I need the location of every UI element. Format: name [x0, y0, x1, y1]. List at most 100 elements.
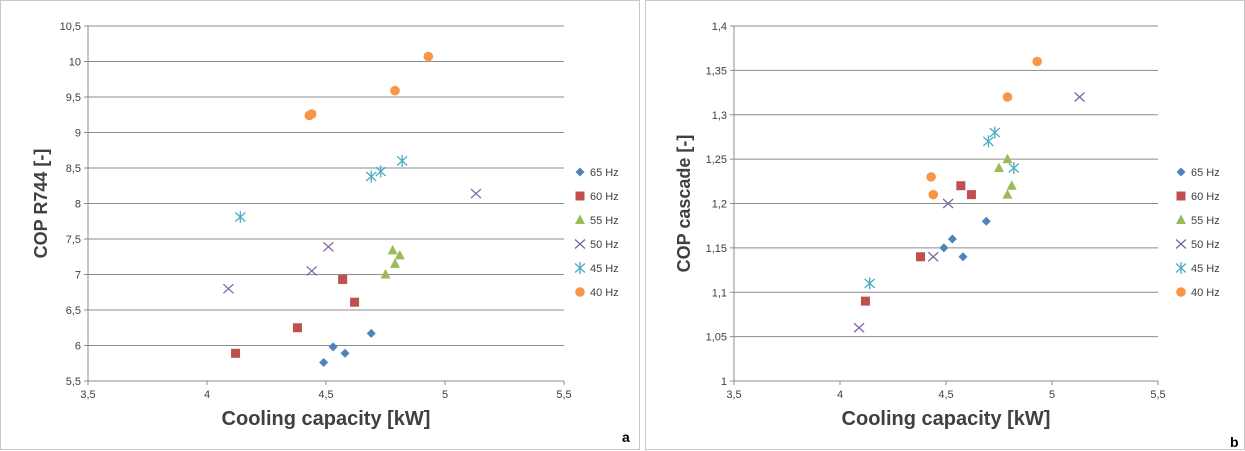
- data-point: [350, 297, 360, 307]
- data-point: [387, 244, 398, 255]
- y-tick-label: 1,15: [706, 243, 727, 255]
- x-tick-label: 4,5: [318, 389, 333, 401]
- y-tick-label: 10: [69, 57, 81, 69]
- y-tick-label: 6,5: [66, 305, 81, 317]
- data-point: [926, 172, 936, 182]
- data-point: [390, 85, 400, 96]
- y-tick-label: 9: [75, 128, 81, 140]
- legend-label: 50 Hz: [590, 239, 619, 251]
- scatter-chart-a: 5,5 6 6,5 7 7,5 8 8,5 9 9,5 10 10,5 3,5 4 4,5 5 5,5 Cool…: [31, 21, 630, 445]
- data-point: [994, 162, 1004, 172]
- legend-label: 65 Hz: [590, 167, 619, 179]
- data-point: [989, 126, 1001, 139]
- plot-group: 5,5 6 6,5 7 7,5 8 8,5 9 9,5 10 10,5 3,5 4 4,5 5 5,5 Cool…: [31, 21, 630, 445]
- x-tick-label: 5: [442, 389, 448, 401]
- data-point: [306, 109, 317, 119]
- y-tick-label: 9,5: [66, 92, 81, 104]
- x-tick-label: 5,5: [556, 389, 571, 401]
- y-tick-label: 5,5: [66, 376, 81, 388]
- legend-label: 55 Hz: [1191, 215, 1220, 227]
- x-tick-label: 5: [1049, 389, 1055, 401]
- legend-label: 50 Hz: [1191, 239, 1220, 251]
- legend-marker: [1176, 167, 1186, 177]
- y-tick-label: 1,25: [706, 154, 727, 166]
- y-tick-label: 1,05: [706, 332, 727, 344]
- data-point: [394, 249, 405, 260]
- data-point: [231, 348, 241, 358]
- legend-marker: [1176, 214, 1186, 224]
- data-point: [966, 190, 976, 200]
- x-tick-label: 4,5: [938, 389, 953, 401]
- y-tick-label: 8,5: [66, 163, 81, 175]
- y-tick-label: 1,1: [712, 287, 727, 299]
- data-point: [927, 251, 939, 262]
- legend-marker: [1176, 287, 1186, 297]
- data-point: [939, 243, 949, 253]
- legend-marker: [575, 191, 585, 201]
- scatter-chart-b: 1 1,05 1,1 1,15 1,2 1,25 1,3 1,35 1,4 3,5 4 4,5 5 5,5…: [674, 21, 1239, 450]
- y-axis-title: COP cascade [-]: [674, 135, 694, 273]
- data-point: [338, 274, 348, 284]
- y-tick-label: 1: [721, 376, 727, 388]
- data-point: [234, 210, 246, 223]
- x-axis-title: Cooling capacity [kW]: [842, 408, 1051, 430]
- legend-marker: [574, 239, 586, 249]
- legend-marker: [575, 167, 585, 177]
- y-tick-label: 6: [75, 341, 81, 353]
- y-tick-label: 7,5: [66, 234, 81, 246]
- legend-marker: [575, 214, 585, 224]
- y-tick-label: 8: [75, 199, 81, 211]
- data-point: [366, 328, 376, 338]
- y-tick-label: 7: [75, 270, 81, 282]
- x-tick-label: 3,5: [726, 389, 741, 401]
- x-axis-title: Cooling capacity [kW]: [222, 408, 431, 430]
- legend-label: 60 Hz: [1191, 191, 1220, 203]
- data-point: [375, 165, 387, 178]
- data-point: [1002, 153, 1013, 164]
- legend-label: 60 Hz: [590, 191, 619, 203]
- data-point: [1002, 92, 1013, 102]
- data-point: [1032, 56, 1042, 67]
- data-point: [947, 234, 957, 244]
- data-point: [1002, 189, 1013, 199]
- y-tick-label: 1,3: [712, 110, 727, 122]
- legend-marker: [575, 287, 585, 297]
- data-point: [1008, 162, 1020, 174]
- data-point: [423, 51, 434, 62]
- legend-label: 65 Hz: [1191, 167, 1220, 179]
- x-tick-label: 3,5: [80, 389, 95, 401]
- data-point: [396, 154, 408, 167]
- x-tick-label: 4: [837, 389, 843, 401]
- x-tick-label: 5,5: [1150, 389, 1165, 401]
- legend-marker: [1175, 239, 1187, 249]
- legend-label: 55 Hz: [590, 215, 619, 227]
- y-tick-label: 1,4: [712, 21, 727, 33]
- legend-marker: [574, 262, 586, 274]
- data-point: [365, 170, 377, 183]
- data-point: [340, 348, 350, 358]
- data-point: [860, 296, 870, 306]
- y-tick-label: 1,2: [712, 199, 727, 211]
- data-point: [853, 322, 865, 333]
- data-point: [958, 252, 968, 262]
- legend-label: 40 Hz: [590, 287, 619, 299]
- data-point: [328, 342, 338, 352]
- data-point: [470, 188, 482, 199]
- plot-group: 1 1,05 1,1 1,15 1,2 1,25 1,3 1,35 1,4 3,5 4 4,5 5 5,5…: [674, 21, 1239, 450]
- data-point: [981, 216, 991, 226]
- y-axis-title: COP R744 [-]: [31, 149, 51, 259]
- legend-marker: [1176, 191, 1186, 201]
- data-point: [322, 241, 334, 252]
- data-point: [1074, 92, 1085, 102]
- panel-label: a: [622, 429, 630, 445]
- x-tick-label: 4: [204, 389, 210, 401]
- data-point: [956, 181, 966, 191]
- y-tick-label: 1,35: [706, 65, 727, 77]
- data-point: [928, 189, 939, 200]
- chart-panel-b: 1 1,05 1,1 1,15 1,2 1,25 1,3 1,35 1,4 3,5 4 4,5 5 5,5…: [645, 0, 1245, 450]
- data-point: [380, 269, 391, 279]
- data-point: [864, 277, 876, 290]
- data-point: [292, 323, 302, 333]
- data-point: [1006, 180, 1017, 190]
- data-point: [222, 283, 234, 294]
